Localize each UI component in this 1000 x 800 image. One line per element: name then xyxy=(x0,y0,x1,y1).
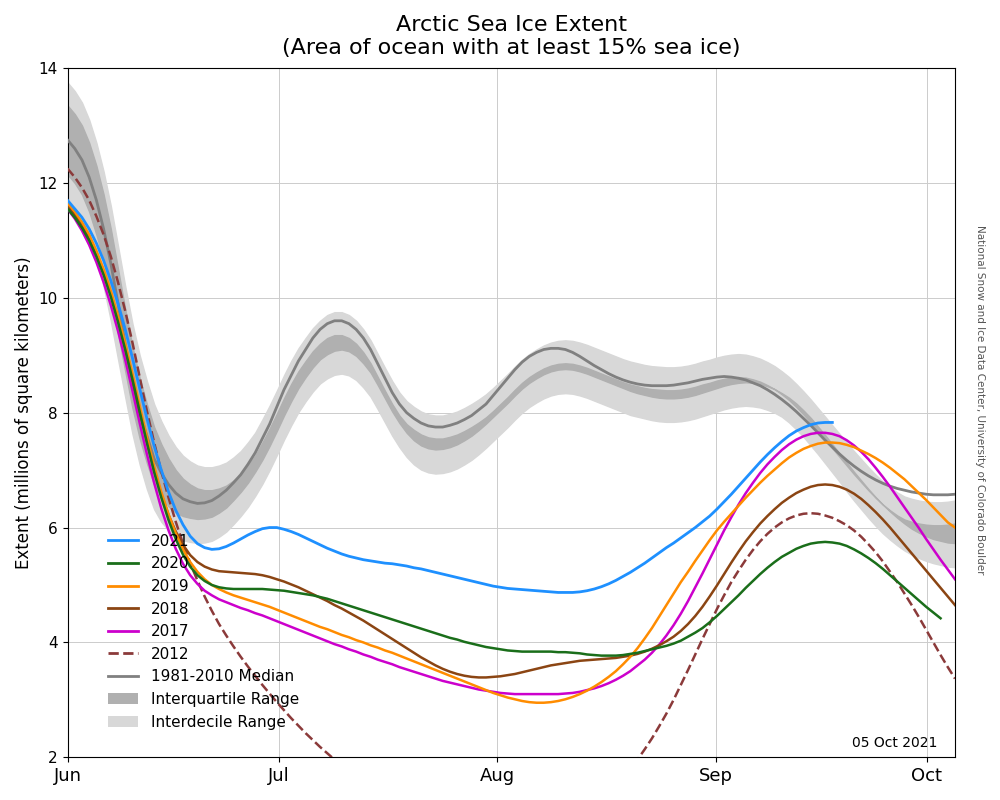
Text: National Snow and Ice Data Center, University of Colorado Boulder: National Snow and Ice Data Center, Unive… xyxy=(975,226,985,574)
Y-axis label: Extent (millions of square kilometers): Extent (millions of square kilometers) xyxy=(15,256,33,569)
Title: Arctic Sea Ice Extent
(Area of ocean with at least 15% sea ice): Arctic Sea Ice Extent (Area of ocean wit… xyxy=(282,15,741,58)
Legend: 2021, 2020, 2019, 2018, 2017, 2012, 1981-2010 Median, Interquartile Range, Inter: 2021, 2020, 2019, 2018, 2017, 2012, 1981… xyxy=(102,527,305,736)
Text: 05 Oct 2021: 05 Oct 2021 xyxy=(852,736,937,750)
